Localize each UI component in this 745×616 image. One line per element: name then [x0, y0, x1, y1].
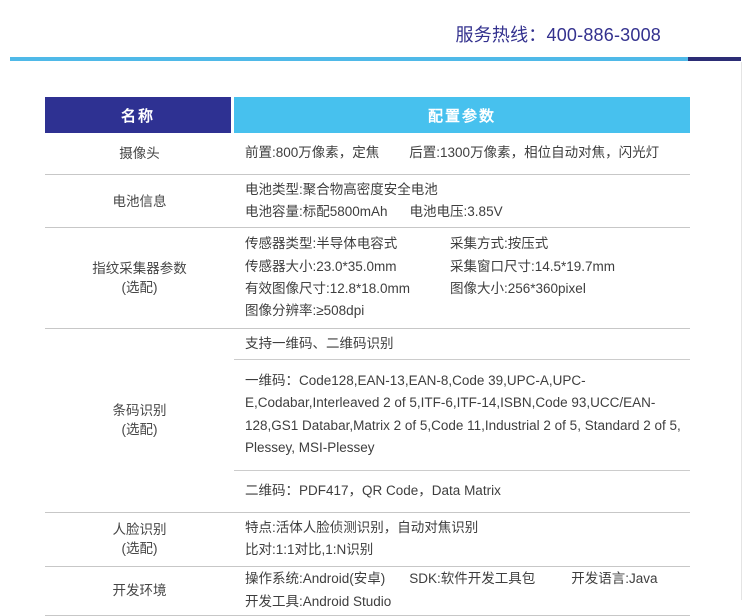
row-content-dev: 操作系统:Android(安卓) SDK:软件开发工具包 开发语言:Java 开… — [234, 567, 690, 615]
barcode-support-spec: 支持一维码、二维码识别 — [234, 329, 690, 359]
row-label-battery: 电池信息 — [112, 193, 167, 209]
barcode-label-note: (选配) — [121, 422, 158, 438]
battery-capacity-spec: 电池容量:标配5800mAh — [245, 204, 388, 219]
dev-sdk-spec: SDK:软件开发工具包 — [409, 571, 536, 587]
row-content-battery: 电池类型:聚合物高密度安全电池 电池容量:标配5800mAh 电池电压:3.85… — [234, 175, 690, 227]
row-content-camera: 前置:800万像素，定焦 后置:1300万像素，相位自动对焦，闪光灯 — [234, 133, 690, 174]
fingerprint-image-resolution: 图像分辨率:≥508dpi — [245, 303, 365, 319]
row-label-fingerprint: 指纹采集器参数 (选配) — [45, 228, 234, 328]
barcode-2d-text: 二维码：PDF417，QR Code，Data Matrix — [245, 482, 501, 498]
page: 服务热线：400-886-3008 名称 配置参数 摄像头 前置:800万像素，… — [10, 25, 742, 616]
face-features-spec: 特点:活体人脸侦测识别，自动对焦识别 — [245, 519, 479, 535]
battery-type-spec: 电池类型:聚合物高密度安全电池 — [245, 181, 438, 197]
table-row-face: 人脸识别 (选配) 特点:活体人脸侦测识别，自动对焦识别 比对:1:1对比,1:… — [45, 513, 690, 567]
row-label-face: 人脸识别 (选配) — [45, 513, 234, 566]
camera-front-spec: 前置:800万像素，定焦 — [245, 145, 380, 161]
header-divider-line — [10, 57, 741, 61]
fingerprint-sensor-type: 传感器类型:半导体电容式 — [245, 236, 398, 252]
barcode-label: 条码识别 — [112, 403, 167, 419]
row-label-dev: 开发环境 — [112, 583, 167, 599]
fingerprint-specs-right: 采集方式:按压式 采集窗口尺寸:14.5*19.7mm 图像大小:256*360… — [450, 233, 688, 323]
barcode-1d-text: 一维码：Code128,EAN-13,EAN-8,Code 39,UPC-A,U… — [245, 373, 681, 456]
table-row-barcode: 条码识别 (选配) 支持一维码、二维码识别 一维码：Code128,EAN-13… — [45, 329, 690, 513]
row-label-camera: 摄像头 — [119, 146, 160, 161]
table-row-fingerprint: 指纹采集器参数 (选配) 传感器类型:半导体电容式 传感器大小:23.0*35.… — [45, 228, 690, 329]
page-right-edge — [741, 62, 742, 600]
row-label-barcode: 条码识别 (选配) — [45, 329, 234, 512]
table-row-battery: 电池信息 电池类型:聚合物高密度安全电池 电池容量:标配5800mAh 电池电压… — [45, 175, 690, 228]
service-hotline: 服务热线：400-886-3008 — [455, 25, 661, 45]
dev-language-spec: 开发语言:Java — [571, 571, 658, 587]
fingerprint-image-size: 图像大小:256*360pixel — [450, 281, 586, 296]
barcode-1d-spec: 一维码：Code128,EAN-13,EAN-8,Code 39,UPC-A,U… — [234, 359, 690, 470]
face-label-note: (选配) — [121, 541, 158, 557]
spec-table: 名称 配置参数 摄像头 前置:800万像素，定焦 后置:1300万像素，相位自动… — [45, 97, 690, 616]
barcode-2d-spec: 二维码：PDF417，QR Code，Data Matrix — [234, 469, 690, 512]
camera-rear-spec: 后置:1300万像素，相位自动对焦，闪光灯 — [409, 145, 660, 161]
dev-os-spec: 操作系统:Android(安卓) — [245, 571, 386, 587]
table-header-row: 名称 配置参数 — [45, 97, 690, 133]
barcode-support-text: 支持一维码、二维码识别 — [245, 335, 394, 351]
column-header-name: 名称 — [45, 97, 231, 133]
battery-voltage-spec: 电池电压:3.85V — [409, 204, 503, 219]
fingerprint-capture-method: 采集方式:按压式 — [450, 236, 549, 252]
fingerprint-label-note: (选配) — [121, 280, 158, 295]
row-content-face: 特点:活体人脸侦测识别，自动对焦识别 比对:1:1对比,1:N识别 — [234, 513, 690, 566]
fingerprint-effective-image-size: 有效图像尺寸:12.8*18.0mm — [245, 281, 411, 296]
row-content-fingerprint: 传感器类型:半导体电容式 传感器大小:23.0*35.0mm 有效图像尺寸:12… — [234, 228, 690, 328]
table-row-dev: 开发环境 操作系统:Android(安卓) SDK:软件开发工具包 开发语言:J… — [45, 567, 690, 616]
row-content-barcode: 支持一维码、二维码识别 一维码：Code128,EAN-13,EAN-8,Cod… — [234, 329, 690, 512]
header-divider-accent — [688, 57, 741, 61]
fingerprint-capture-window: 采集窗口尺寸:14.5*19.7mm — [450, 258, 616, 274]
fingerprint-sensor-size: 传感器大小:23.0*35.0mm — [245, 258, 397, 274]
face-label: 人脸识别 — [112, 522, 167, 538]
face-matching-spec: 比对:1:1对比,1:N识别 — [245, 542, 374, 558]
fingerprint-specs-left: 传感器类型:半导体电容式 传感器大小:23.0*35.0mm 有效图像尺寸:12… — [245, 233, 450, 323]
column-header-params: 配置参数 — [234, 97, 690, 133]
table-row-camera: 摄像头 前置:800万像素，定焦 后置:1300万像素，相位自动对焦，闪光灯 — [45, 133, 690, 175]
fingerprint-label: 指纹采集器参数 — [92, 261, 187, 276]
